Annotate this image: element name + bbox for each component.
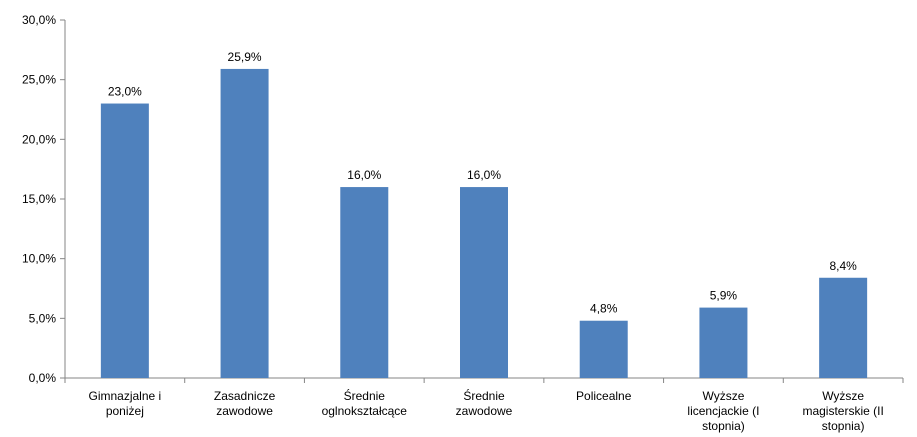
y-tick-label: 20,0% bbox=[22, 132, 56, 146]
x-tick-label: Policealne bbox=[576, 389, 632, 403]
y-tick-label: 5,0% bbox=[29, 311, 57, 325]
y-tick-label: 10,0% bbox=[22, 252, 56, 266]
bar bbox=[579, 320, 628, 378]
x-tick-label: Średnie zawodowe bbox=[456, 388, 513, 418]
x-tick-label: Zasadnicze zawodowe bbox=[214, 389, 276, 418]
x-tick-label: Gimnazjalne i poniżej bbox=[89, 389, 162, 418]
data-label: 8,4% bbox=[829, 259, 857, 273]
y-tick-label: 30,0% bbox=[22, 13, 56, 27]
bar bbox=[699, 307, 748, 378]
y-tick-label: 0,0% bbox=[29, 371, 57, 385]
bar bbox=[460, 187, 508, 378]
data-label: 16,0% bbox=[347, 168, 381, 182]
x-tick-label: Wyższe magisterskie (II stopnia) bbox=[802, 389, 883, 433]
x-tick-label: Średnie oglnokształcące bbox=[322, 388, 408, 418]
data-label: 4,8% bbox=[590, 302, 618, 316]
data-label: 5,9% bbox=[710, 289, 738, 303]
data-label: 16,0% bbox=[467, 168, 501, 182]
bar bbox=[100, 103, 149, 379]
bar bbox=[340, 187, 389, 378]
data-label: 23,0% bbox=[108, 85, 142, 99]
y-tick-label: 25,0% bbox=[22, 73, 56, 87]
data-label: 25,9% bbox=[228, 50, 262, 64]
y-tick-label: 15,0% bbox=[22, 192, 56, 206]
bar bbox=[819, 277, 868, 378]
bar bbox=[220, 68, 269, 378]
x-tick-label: Wyższe licencjackie (I stopnia) bbox=[687, 389, 759, 433]
